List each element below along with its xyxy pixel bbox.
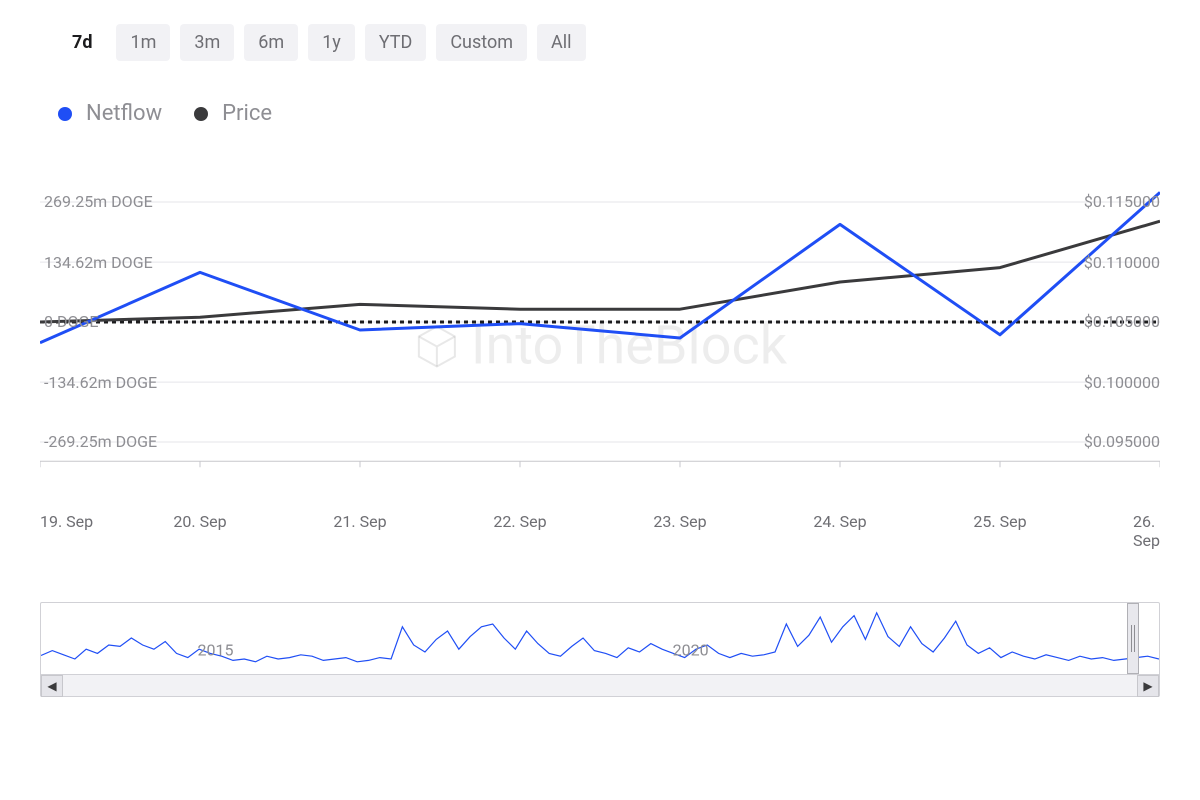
y-left-tick-label: -269.25m DOGE xyxy=(44,432,157,451)
chart-canvas xyxy=(40,186,1160,506)
navigator-scrollbar[interactable]: ◀ ▶ xyxy=(41,674,1159,696)
navigator-handle[interactable] xyxy=(1127,603,1139,674)
navigator-year-label: 2015 xyxy=(198,640,234,659)
navigator-sparkline xyxy=(41,603,1159,673)
legend-item-netflow[interactable]: Netflow xyxy=(58,101,162,126)
y-right-tick-label: $0.115000 xyxy=(1084,192,1160,211)
y-right-tick-label: $0.095000 xyxy=(1084,432,1160,451)
y-right-tick-label: $0.105000 xyxy=(1084,312,1160,331)
x-tick-label: 26. Sep xyxy=(1133,512,1160,550)
x-axis: 19. Sep 20. Sep 21. Sep 22. Sep 23. Sep 24. S… xyxy=(40,512,1160,542)
main-chart: IntoTheBlock 269.25m DOGE134.62m DOGE0 D… xyxy=(40,186,1160,506)
scroll-right-arrow[interactable]: ▶ xyxy=(1137,675,1159,697)
legend-dot-icon xyxy=(194,107,208,121)
tab-1m[interactable]: 1m xyxy=(116,24,170,61)
tab-custom[interactable]: Custom xyxy=(436,24,527,61)
x-tick-label: 25. Sep xyxy=(973,512,1026,531)
x-tick-label: 23. Sep xyxy=(653,512,706,531)
tab-6m[interactable]: 6m xyxy=(244,24,298,61)
tab-3m[interactable]: 3m xyxy=(180,24,234,61)
tab-7d[interactable]: 7d xyxy=(58,24,106,61)
time-range-tabs: 7d 1m 3m 6m 1y YTDCustom All xyxy=(58,24,1160,61)
y-left-tick-label: 0 DOGE xyxy=(44,312,98,331)
x-tick-label: 20. Sep xyxy=(173,512,226,531)
y-right-tick-label: $0.100000 xyxy=(1084,373,1160,392)
legend-label: Netflow xyxy=(86,101,162,126)
y-left-tick-label: 269.25m DOGE xyxy=(44,192,153,211)
y-left-tick-label: -134.62m DOGE xyxy=(44,373,157,392)
legend-dot-icon xyxy=(58,107,72,121)
legend-label: Price xyxy=(222,101,272,126)
y-left-tick-label: 134.62m DOGE xyxy=(44,253,153,272)
tab-1y[interactable]: 1y xyxy=(308,24,355,61)
chart-legend: Netflow Price xyxy=(58,101,1160,126)
x-tick-label: 19. Sep xyxy=(40,512,93,531)
x-tick-label: 24. Sep xyxy=(813,512,866,531)
tab-ytd[interactable]: YTD xyxy=(365,24,427,61)
legend-item-price[interactable]: Price xyxy=(194,101,272,126)
navigator-year-label: 2020 xyxy=(673,640,709,659)
y-right-tick-label: $0.110000 xyxy=(1084,253,1160,272)
tab-all[interactable]: All xyxy=(537,24,586,61)
navigator[interactable]: 2015 2020 ◀ ▶ xyxy=(40,602,1160,697)
x-tick-label: 21. Sep xyxy=(333,512,386,531)
x-tick-label: 22. Sep xyxy=(493,512,546,531)
scroll-left-arrow[interactable]: ◀ xyxy=(41,675,63,697)
